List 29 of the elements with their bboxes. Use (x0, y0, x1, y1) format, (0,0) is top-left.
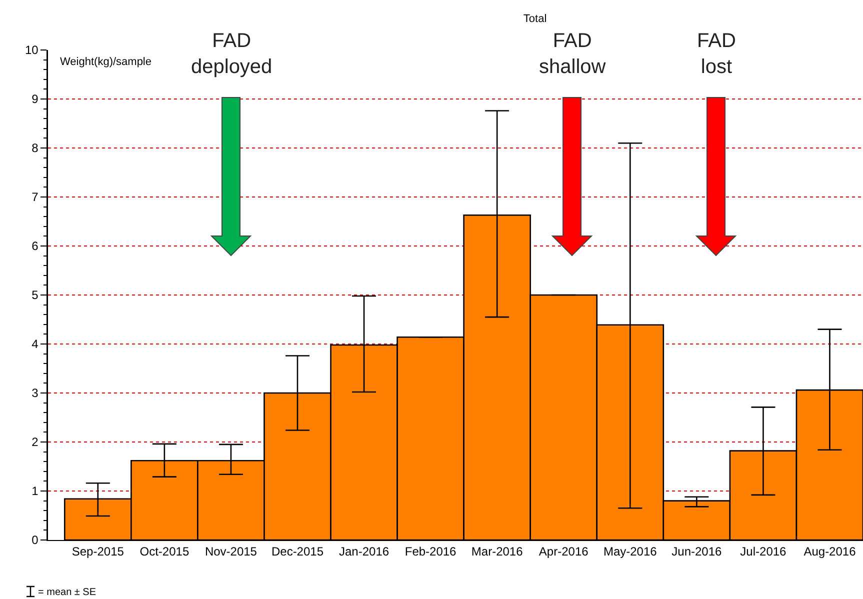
y-tick-label: 8 (32, 141, 39, 156)
y-tick-label: 0 (32, 533, 39, 548)
y-tick-label: 5 (32, 288, 39, 302)
x-tick-label: Oct-2015 (140, 544, 190, 558)
y-tick-label: 4 (32, 337, 39, 352)
y-tick-label: 1 (32, 484, 39, 498)
x-tick-label: Feb-2016 (404, 544, 457, 558)
y-tick-label: 2 (32, 435, 39, 450)
annotation: FAD lost (697, 30, 736, 78)
x-tick-label: Jun-2016 (672, 544, 722, 558)
x-tick-label: Aug-2016 (804, 544, 856, 558)
annotation: FAD shallow (539, 30, 606, 78)
x-tick-label: Mar-2016 (471, 544, 524, 558)
x-tick-label: May-2016 (603, 544, 658, 558)
x-tick-label: Apr-2016 (538, 544, 589, 558)
x-tick-label: Jan-2016 (338, 544, 390, 558)
y-tick-label: 9 (32, 92, 39, 106)
y-axis-title: Weight(kg)/sample (60, 56, 152, 68)
annotation: FAD deployed (191, 30, 272, 78)
y-tick-label: 10 (24, 43, 39, 58)
x-tick-label: Dec-2015 (271, 544, 324, 558)
text: = mean ± SE (38, 587, 96, 598)
chart-title: Total (523, 12, 547, 25)
y-tick-label: 6 (32, 239, 39, 254)
y-tick-label: 3 (32, 386, 39, 400)
x-tick-label: Jul-2016 (740, 544, 787, 558)
x-tick-label: Sep-2015 (72, 544, 124, 558)
y-tick-label: 7 (32, 190, 39, 204)
x-tick-label: Nov-2015 (204, 544, 258, 558)
